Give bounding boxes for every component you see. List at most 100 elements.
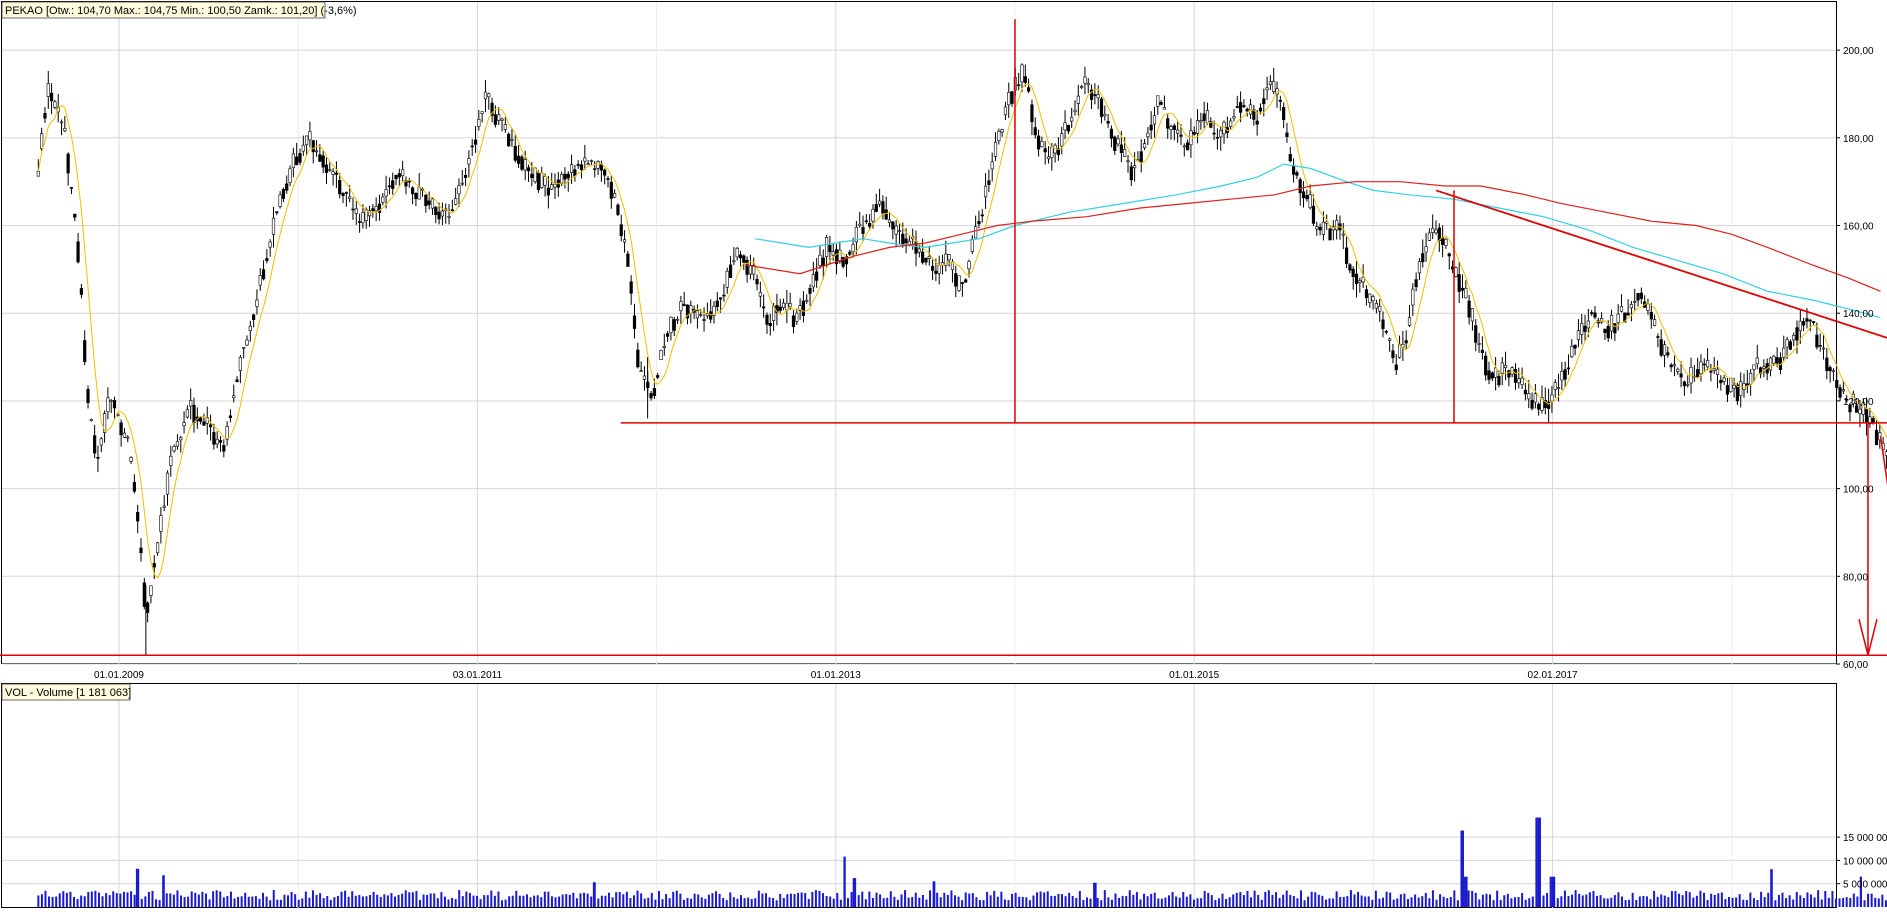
- volume-bar: [971, 893, 974, 907]
- candle-body: [1146, 132, 1150, 137]
- volume-bar: [180, 895, 183, 907]
- candle-body: [579, 164, 584, 171]
- candle-body: [841, 257, 845, 267]
- volume-bar: [993, 890, 996, 907]
- candle-body: [76, 241, 80, 263]
- volume-spike-bar: [852, 878, 855, 907]
- candle-body: [603, 169, 607, 176]
- candle-body: [1616, 313, 1620, 323]
- candle-body: [172, 446, 176, 452]
- volume-bar: [643, 898, 646, 907]
- volume-bar: [351, 891, 354, 907]
- volume-bar: [336, 895, 339, 907]
- candle-body: [242, 347, 246, 349]
- candle-body: [924, 257, 928, 263]
- volume-bar: [1289, 894, 1292, 907]
- volume-bar: [1160, 898, 1163, 907]
- volume-bar: [957, 896, 960, 907]
- volume-bar: [476, 895, 479, 907]
- volume-bar: [1406, 899, 1409, 907]
- volume-bar: [272, 890, 275, 907]
- volume-bar: [879, 894, 882, 907]
- volume-bar: [426, 894, 429, 907]
- candle-body: [192, 404, 196, 424]
- volume-bar: [73, 896, 76, 907]
- candle-body: [1537, 403, 1541, 410]
- volume-bar: [1314, 892, 1317, 907]
- candle-body: [1649, 311, 1653, 320]
- candle-body: [1808, 319, 1812, 322]
- candle-body: [864, 220, 868, 223]
- candle-body: [1609, 314, 1614, 332]
- candle-body: [828, 244, 832, 253]
- volume-bar: [76, 899, 79, 907]
- candle-body: [510, 139, 514, 141]
- volume-bar: [515, 890, 518, 907]
- candle-body: [1169, 126, 1173, 130]
- candle-body: [324, 164, 329, 173]
- volume-bar: [1150, 893, 1153, 907]
- volume-bar: [636, 890, 639, 907]
- candle-body: [1209, 120, 1213, 128]
- volume-bar: [1164, 897, 1167, 907]
- volume-bar: [1713, 894, 1716, 907]
- volume-bar: [1239, 892, 1242, 907]
- volume-bar: [1638, 896, 1641, 907]
- volume-bar: [262, 892, 265, 907]
- candle-body: [1003, 106, 1008, 116]
- volume-bar: [1257, 894, 1260, 907]
- volume-bar: [1642, 895, 1645, 907]
- volume-bar: [511, 895, 514, 907]
- volume-bar: [62, 891, 65, 907]
- candle-body: [540, 172, 544, 188]
- volume-bar: [668, 898, 671, 907]
- candle-body: [301, 144, 305, 152]
- candle-body: [1547, 401, 1551, 409]
- candle-body: [1335, 219, 1339, 231]
- volume-bar: [1242, 895, 1245, 907]
- volume-bar: [1171, 891, 1174, 907]
- candle-body: [1444, 238, 1448, 246]
- candle-body: [1242, 105, 1246, 108]
- candle-body: [1106, 121, 1110, 124]
- volume-bar: [804, 893, 807, 907]
- volume-bar: [754, 898, 757, 907]
- candle-body: [834, 249, 839, 265]
- candle-body: [1421, 253, 1425, 263]
- candle-body: [874, 204, 878, 212]
- volume-bar: [536, 895, 539, 907]
- candle-body: [550, 184, 554, 190]
- candle-body: [1083, 76, 1087, 84]
- volume-bar: [811, 891, 814, 907]
- volume-bar: [565, 894, 568, 907]
- volume-bar: [1414, 894, 1417, 907]
- volume-bar: [1817, 890, 1820, 907]
- volume-bar: [1489, 894, 1492, 907]
- volume-bar: [458, 890, 461, 907]
- price-tick-label: 180,00: [1843, 134, 1874, 145]
- candle-body: [66, 153, 70, 174]
- volume-bar: [418, 899, 421, 907]
- candle-body: [46, 83, 50, 97]
- volume-bar: [1107, 897, 1110, 907]
- volume-bar: [130, 891, 133, 907]
- candle-body: [1361, 277, 1365, 283]
- candle-body: [258, 275, 262, 286]
- volume-bar: [254, 896, 257, 907]
- candle-body: [1699, 361, 1703, 374]
- volume-bar: [1596, 895, 1599, 907]
- volume-bar: [58, 893, 61, 907]
- volume-bar: [329, 899, 332, 907]
- candle-body: [702, 319, 706, 321]
- volume-bar: [1820, 899, 1823, 907]
- volume-bar: [1321, 895, 1324, 907]
- volume-spike-bar: [592, 882, 595, 907]
- candle-body: [367, 210, 372, 217]
- volume-bar: [155, 899, 158, 907]
- volume-bar: [1635, 899, 1638, 907]
- volume-bar: [1660, 894, 1663, 907]
- volume-bar: [1328, 898, 1331, 907]
- candle-body: [722, 294, 726, 297]
- candle-body: [1772, 355, 1776, 364]
